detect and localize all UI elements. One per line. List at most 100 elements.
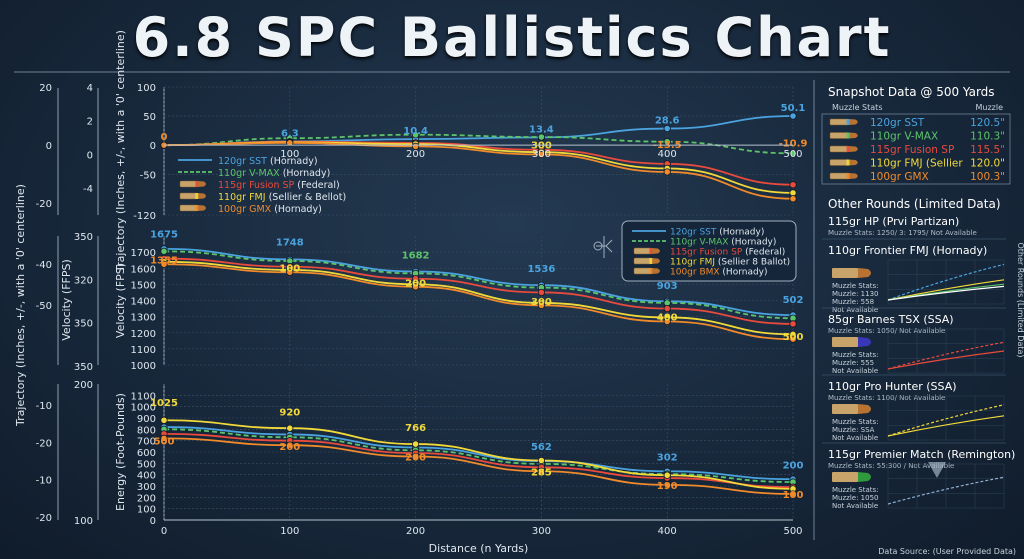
other-round-detail: Muzzle: 1130 <box>832 290 878 298</box>
y-tick-label: 1700 <box>131 248 156 259</box>
series-line-vmax <box>163 428 794 483</box>
data-point-gmx <box>789 335 797 343</box>
cartridge-icon <box>829 159 858 166</box>
data-point-fmj <box>663 471 671 479</box>
legend-entry: 120gr SST (Hornady) <box>670 228 764 238</box>
snapshot-row-value: 120.0" <box>970 158 1005 170</box>
cartridge-icon <box>633 247 660 255</box>
y-tick-label: 1600 <box>131 264 156 275</box>
other-rounds-panel: Other Rounds (Limited Data) Other Rounds … <box>822 197 1024 510</box>
trajectory-outer-axis-label: Trajectory (Inches, +/-, with a '0' cent… <box>14 184 27 427</box>
y-tick-label: 1000 <box>131 361 156 372</box>
y-tick-label: 300 <box>137 482 156 493</box>
other-round-detail: Muzzle: SSA <box>832 426 875 434</box>
bullet-tip-color-icon <box>195 205 199 211</box>
other-round-cartridge-icon <box>832 404 871 414</box>
x-tick-label: 400 <box>658 526 677 537</box>
data-point-fmj <box>160 416 168 424</box>
x-tick-label: 300 <box>532 526 551 537</box>
snapshot-title: Snapshot Data @ 500 Yards <box>828 85 995 99</box>
legend-entry: 110gr FMJ (Sellier 8 Ballot) <box>670 258 790 268</box>
mini-series-line <box>887 415 1005 437</box>
legend-entry: 100gr GMX (Hornady) <box>218 204 322 215</box>
cartridge-case-icon <box>829 132 849 139</box>
y-tick-label: 200 <box>137 493 156 504</box>
snapshot-row-value: 115.5" <box>970 144 1005 156</box>
bullet-tip-icon <box>197 193 206 199</box>
data-label: 1675 <box>150 229 178 240</box>
x-tick-label: 100 <box>280 526 299 537</box>
data-label: 190 <box>657 481 678 492</box>
snapshot-row-name: 115gr Fusion SP <box>870 144 954 156</box>
legend-velocity: 120gr SST (Hornady)110gr V-MAX (Hornady)… <box>593 220 797 282</box>
data-label: 562 <box>531 442 552 453</box>
y-tick-label: 1500 <box>131 280 156 291</box>
mini-series-line <box>887 341 1005 370</box>
x-tick-label: 500 <box>783 526 802 537</box>
other-round-detail: Muzzle Stats: <box>832 282 879 290</box>
outer-tick-b: 350 <box>74 319 93 330</box>
data-point-gmx <box>160 260 168 268</box>
snapshot-col-header: Muzzle <box>975 103 1003 112</box>
data-point-fusion <box>537 288 546 297</box>
legend-entry: 115gr Fusion SP (Federal) <box>218 180 340 191</box>
outer-tick-a: -20 <box>36 513 52 524</box>
data-point-vmax <box>537 133 546 141</box>
other-round-name: 85gr Barnes TSX (SSA) <box>828 313 954 326</box>
data-label: 920 <box>279 407 300 418</box>
bullet-tip-color-icon <box>649 268 653 274</box>
y-axis-label: Energy (Foot-Pounds) <box>114 393 127 511</box>
data-point-gmx <box>160 434 168 442</box>
data-point-gmx <box>286 268 294 276</box>
snapshot-row-name: 110gr V-MAX <box>870 131 938 143</box>
y-tick-label: 50 <box>143 112 156 123</box>
other-round-detail: Muzzle Stats: <box>832 418 879 426</box>
trajectory-x-tick: 300 <box>532 149 551 160</box>
data-label: 200 <box>405 453 426 464</box>
y-tick-label: 500 <box>137 459 156 470</box>
bullet-tip-icon <box>197 205 206 211</box>
legend-entry: 100gr BMX (Hornady) <box>670 268 768 278</box>
data-label: 100 <box>279 263 300 274</box>
legend-entry: 110gr V-MAX (Hornady) <box>218 168 330 179</box>
data-point-sst <box>663 124 671 133</box>
other-rounds-title: Other Rounds (Limited Data) <box>828 197 1001 211</box>
y-axis-label: Trajectory (Inches, +/-, with a '0' cent… <box>114 30 127 273</box>
other-round-detail: Muzzle: 558 <box>832 298 874 306</box>
series-line-gmx <box>163 263 794 341</box>
bullet-tip-color-icon <box>649 258 653 264</box>
trajectory-x-tick: 100 <box>280 149 299 160</box>
y-tick-label: 0 <box>150 141 156 152</box>
snapshot-col-header: Muzzle Stats <box>832 103 882 112</box>
data-label: 1682 <box>402 250 430 261</box>
data-label: 400 <box>657 312 678 323</box>
other-round-detail: Not Available <box>832 434 878 442</box>
data-label: 13.4 <box>529 124 554 135</box>
cartridge-case-icon <box>633 267 652 275</box>
other-round-name: 110gr Frontier FMJ (Hornady) <box>828 244 987 257</box>
data-point-gmx <box>537 301 546 309</box>
data-point-gmx <box>663 168 671 176</box>
mini-series-line <box>887 263 1005 301</box>
outer-tick-b: 4 <box>87 83 93 94</box>
cartridge-case-icon <box>832 337 858 347</box>
bullet-tip-icon <box>858 472 871 482</box>
series-line-fmj <box>163 260 794 336</box>
y-tick-label: 100 <box>137 83 156 94</box>
other-rounds-side-label: Other Rounds (Limited Data) <box>1016 243 1024 358</box>
velocity-outer-axis-label: Velocity (FFPS) <box>60 259 73 341</box>
other-round-detail: Not Available <box>832 306 878 314</box>
cartridge-case-icon <box>829 172 849 180</box>
series-line-fmj <box>163 419 794 490</box>
panel-velocity: 1700 1600 1500 1400 1300 1200 1100 1000 Velocity… <box>114 229 803 372</box>
other-round-detail: Muzzle Stats: <box>832 351 879 359</box>
bullet-tip-icon <box>651 248 660 254</box>
data-label: 302 <box>657 453 678 464</box>
data-label: 1748 <box>276 238 304 249</box>
legend-entry: 110gr V-MAX (Hornady) <box>670 238 776 248</box>
data-point-gmx <box>663 317 671 326</box>
snapshot-row-name: 100gr GMX <box>870 171 929 183</box>
cartridge-case-icon <box>179 180 198 188</box>
series-line-vmax <box>163 250 794 320</box>
